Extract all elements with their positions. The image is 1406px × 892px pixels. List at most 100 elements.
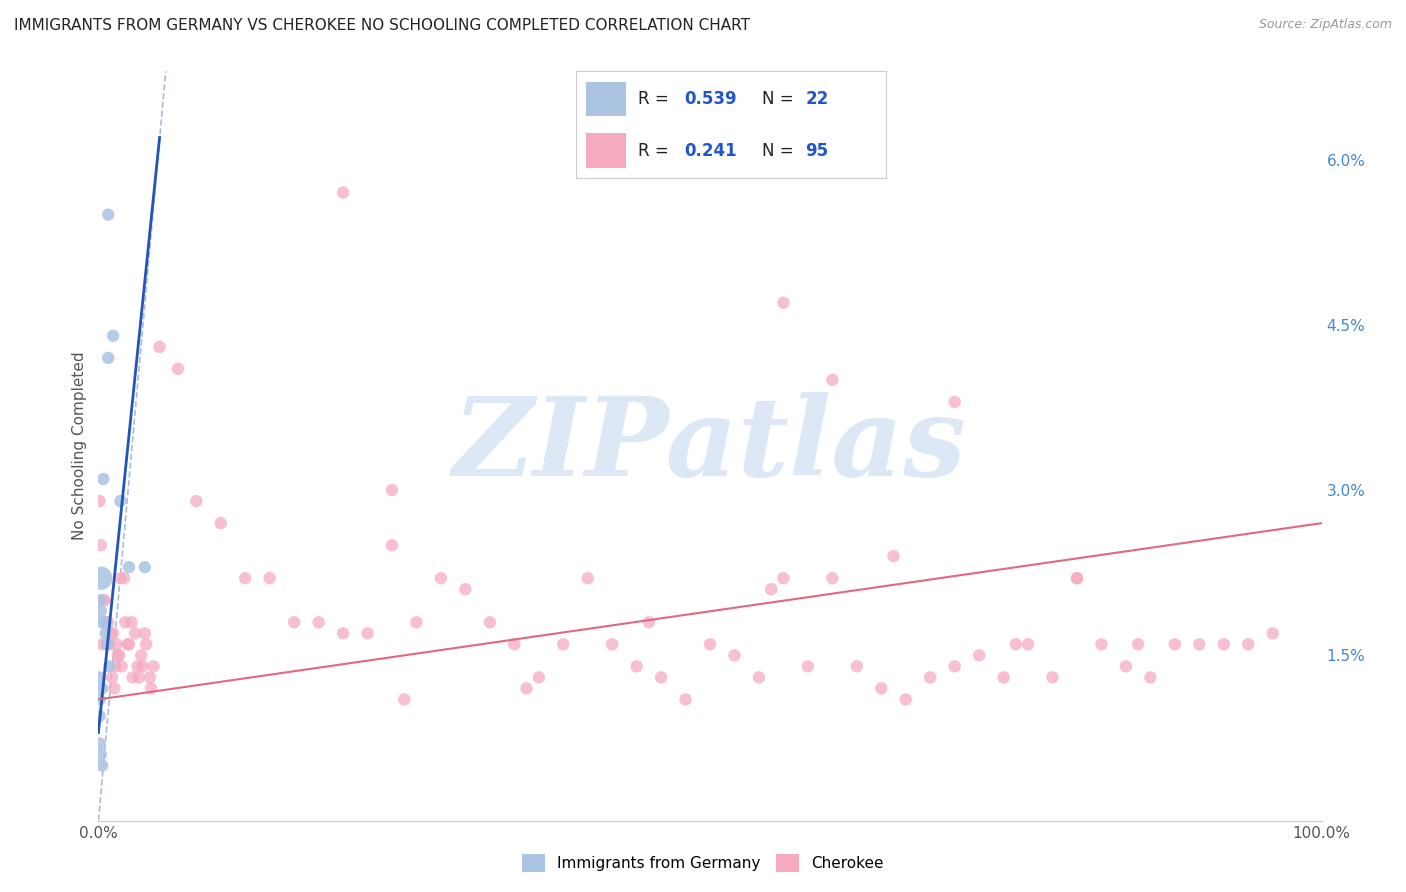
Point <box>723 648 745 663</box>
Point <box>381 483 404 497</box>
Point <box>821 373 844 387</box>
Point <box>107 648 129 663</box>
Point <box>515 681 537 696</box>
Text: IMMIGRANTS FROM GERMANY VS CHEROKEE NO SCHOOLING COMPLETED CORRELATION CHART: IMMIGRANTS FROM GERMANY VS CHEROKEE NO S… <box>14 18 749 33</box>
Point <box>1237 637 1260 651</box>
Point <box>283 615 305 630</box>
Point <box>114 615 136 630</box>
Point <box>120 615 142 630</box>
Text: 95: 95 <box>806 142 828 160</box>
Point <box>1164 637 1187 651</box>
Point <box>748 670 770 684</box>
Point <box>503 637 526 651</box>
Text: 0.241: 0.241 <box>685 142 737 160</box>
Point <box>98 659 121 673</box>
Point <box>209 516 232 530</box>
Point <box>821 571 844 585</box>
Point <box>89 709 111 723</box>
Point <box>90 747 112 762</box>
Point <box>90 538 112 552</box>
Point <box>101 670 124 684</box>
Point <box>392 692 416 706</box>
Point <box>134 626 156 640</box>
Point <box>699 637 721 651</box>
Text: 0.539: 0.539 <box>685 90 737 108</box>
Point <box>1004 637 1026 651</box>
Point <box>332 186 354 200</box>
Point <box>772 295 794 310</box>
Point <box>576 571 599 585</box>
Text: N =: N = <box>762 90 799 108</box>
Point <box>186 494 208 508</box>
Point <box>308 615 330 630</box>
Point <box>93 593 115 607</box>
Point <box>112 571 135 585</box>
Text: 22: 22 <box>806 90 828 108</box>
Point <box>135 637 157 651</box>
Point <box>97 208 120 222</box>
Point <box>430 571 453 585</box>
Point <box>675 692 697 706</box>
FancyBboxPatch shape <box>586 82 626 116</box>
Point <box>149 340 172 354</box>
Text: ZIPatlas: ZIPatlas <box>453 392 967 500</box>
Point <box>91 593 114 607</box>
Point <box>943 659 966 673</box>
Text: N =: N = <box>762 142 799 160</box>
Point <box>993 670 1015 684</box>
Point <box>626 659 648 673</box>
Point <box>121 670 143 684</box>
Point <box>1139 670 1161 684</box>
Point <box>134 560 156 574</box>
Point <box>127 659 149 673</box>
FancyBboxPatch shape <box>586 134 626 168</box>
Point <box>1017 637 1039 651</box>
Point <box>142 659 165 673</box>
Point <box>967 648 990 663</box>
Point <box>920 670 942 684</box>
Point <box>761 582 783 597</box>
Point <box>104 659 127 673</box>
Point <box>110 571 132 585</box>
Point <box>600 637 623 651</box>
Point <box>89 593 111 607</box>
Point <box>637 615 661 630</box>
Point <box>259 571 281 585</box>
Point <box>553 637 575 651</box>
Point <box>103 681 125 696</box>
Point <box>118 560 141 574</box>
Text: Source: ZipAtlas.com: Source: ZipAtlas.com <box>1258 18 1392 31</box>
Point <box>870 681 893 696</box>
Point <box>405 615 427 630</box>
Point <box>110 494 132 508</box>
Point <box>91 758 114 772</box>
Point <box>1261 626 1284 640</box>
Text: R =: R = <box>638 142 675 160</box>
Point <box>101 626 124 640</box>
Point <box>883 549 905 564</box>
Point <box>98 637 121 651</box>
Point <box>894 692 917 706</box>
Point <box>96 637 118 651</box>
Point <box>91 615 114 630</box>
Point <box>108 648 131 663</box>
Point <box>128 670 150 684</box>
Point <box>101 328 124 343</box>
Point <box>91 472 114 486</box>
Point <box>118 637 141 651</box>
Point <box>381 538 404 552</box>
Y-axis label: No Schooling Completed: No Schooling Completed <box>72 351 87 541</box>
Point <box>943 395 966 409</box>
Point <box>139 670 162 684</box>
Text: R =: R = <box>638 90 675 108</box>
Point <box>527 670 550 684</box>
Point <box>1066 571 1088 585</box>
Point <box>124 626 146 640</box>
Point <box>478 615 501 630</box>
Point <box>233 571 256 585</box>
Legend: Immigrants from Germany, Cherokee: Immigrants from Germany, Cherokee <box>515 846 891 880</box>
Point <box>356 626 378 640</box>
Point <box>1042 670 1064 684</box>
Point <box>89 670 111 684</box>
Point <box>1115 659 1137 673</box>
